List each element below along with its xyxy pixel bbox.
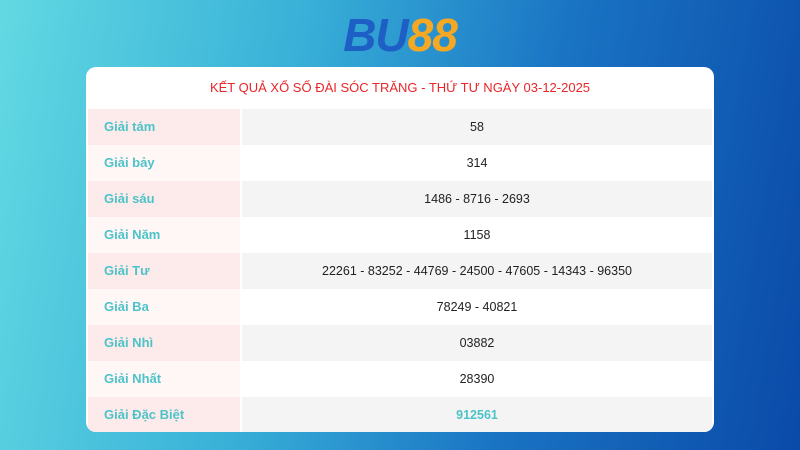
prize-label: Giải Đặc Biệt bbox=[88, 397, 240, 432]
prize-value: 78249 - 40821 bbox=[242, 289, 712, 325]
prize-value: 1158 bbox=[242, 217, 712, 253]
prize-value: 58 bbox=[242, 109, 712, 145]
prize-label: Giải bảy bbox=[88, 145, 240, 181]
results-title: KẾT QUẢ XỔ SỐ ĐÀI SÓC TRĂNG - THỨ TƯ NGÀ… bbox=[209, 80, 591, 95]
prize-label: Giải sáu bbox=[88, 181, 240, 217]
prize-label: Giải Nhất bbox=[88, 361, 240, 397]
prize-value: 22261 - 83252 - 44769 - 24500 - 47605 - … bbox=[242, 253, 712, 289]
prize-label: Giải Tư bbox=[88, 253, 240, 289]
prize-label: Giải Nhì bbox=[88, 325, 240, 361]
special-prize-value: 912561 bbox=[242, 397, 712, 432]
prize-row: Giải tám 58 bbox=[88, 109, 712, 145]
prize-row: Giải Đặc Biệt 912561 bbox=[88, 397, 712, 432]
prize-label: Giải Năm bbox=[88, 217, 240, 253]
prize-row: Giải Ba 78249 - 40821 bbox=[88, 289, 712, 325]
prize-value: 314 bbox=[242, 145, 712, 181]
prize-label: Giải tám bbox=[88, 109, 240, 145]
prize-row: Giải Năm 1158 bbox=[88, 217, 712, 253]
prize-value: 03882 bbox=[242, 325, 712, 361]
prize-label: Giải Ba bbox=[88, 289, 240, 325]
prize-row: Giải Tư 22261 - 83252 - 44769 - 24500 - 4… bbox=[88, 253, 712, 289]
prize-value: 1486 - 8716 - 2693 bbox=[242, 181, 712, 217]
results-card: KẾT QUẢ XỔ SỐ ĐÀI SÓC TRĂNG - THỨ TƯ NGÀ… bbox=[86, 67, 714, 432]
prize-row: Giải Nhì 03882 bbox=[88, 325, 712, 361]
bu88-logo: BU88 bbox=[343, 9, 458, 61]
results-table: Giải tám 58 Giải bảy 314 Giải sáu 1486 - 8716… bbox=[86, 109, 714, 432]
prize-row: Giải sáu 1486 - 8716 - 2693 bbox=[88, 181, 712, 217]
prize-row: Giải bảy 314 bbox=[88, 145, 712, 181]
prize-row: Giải Nhất 28390 bbox=[88, 361, 712, 397]
prize-value: 28390 bbox=[242, 361, 712, 397]
